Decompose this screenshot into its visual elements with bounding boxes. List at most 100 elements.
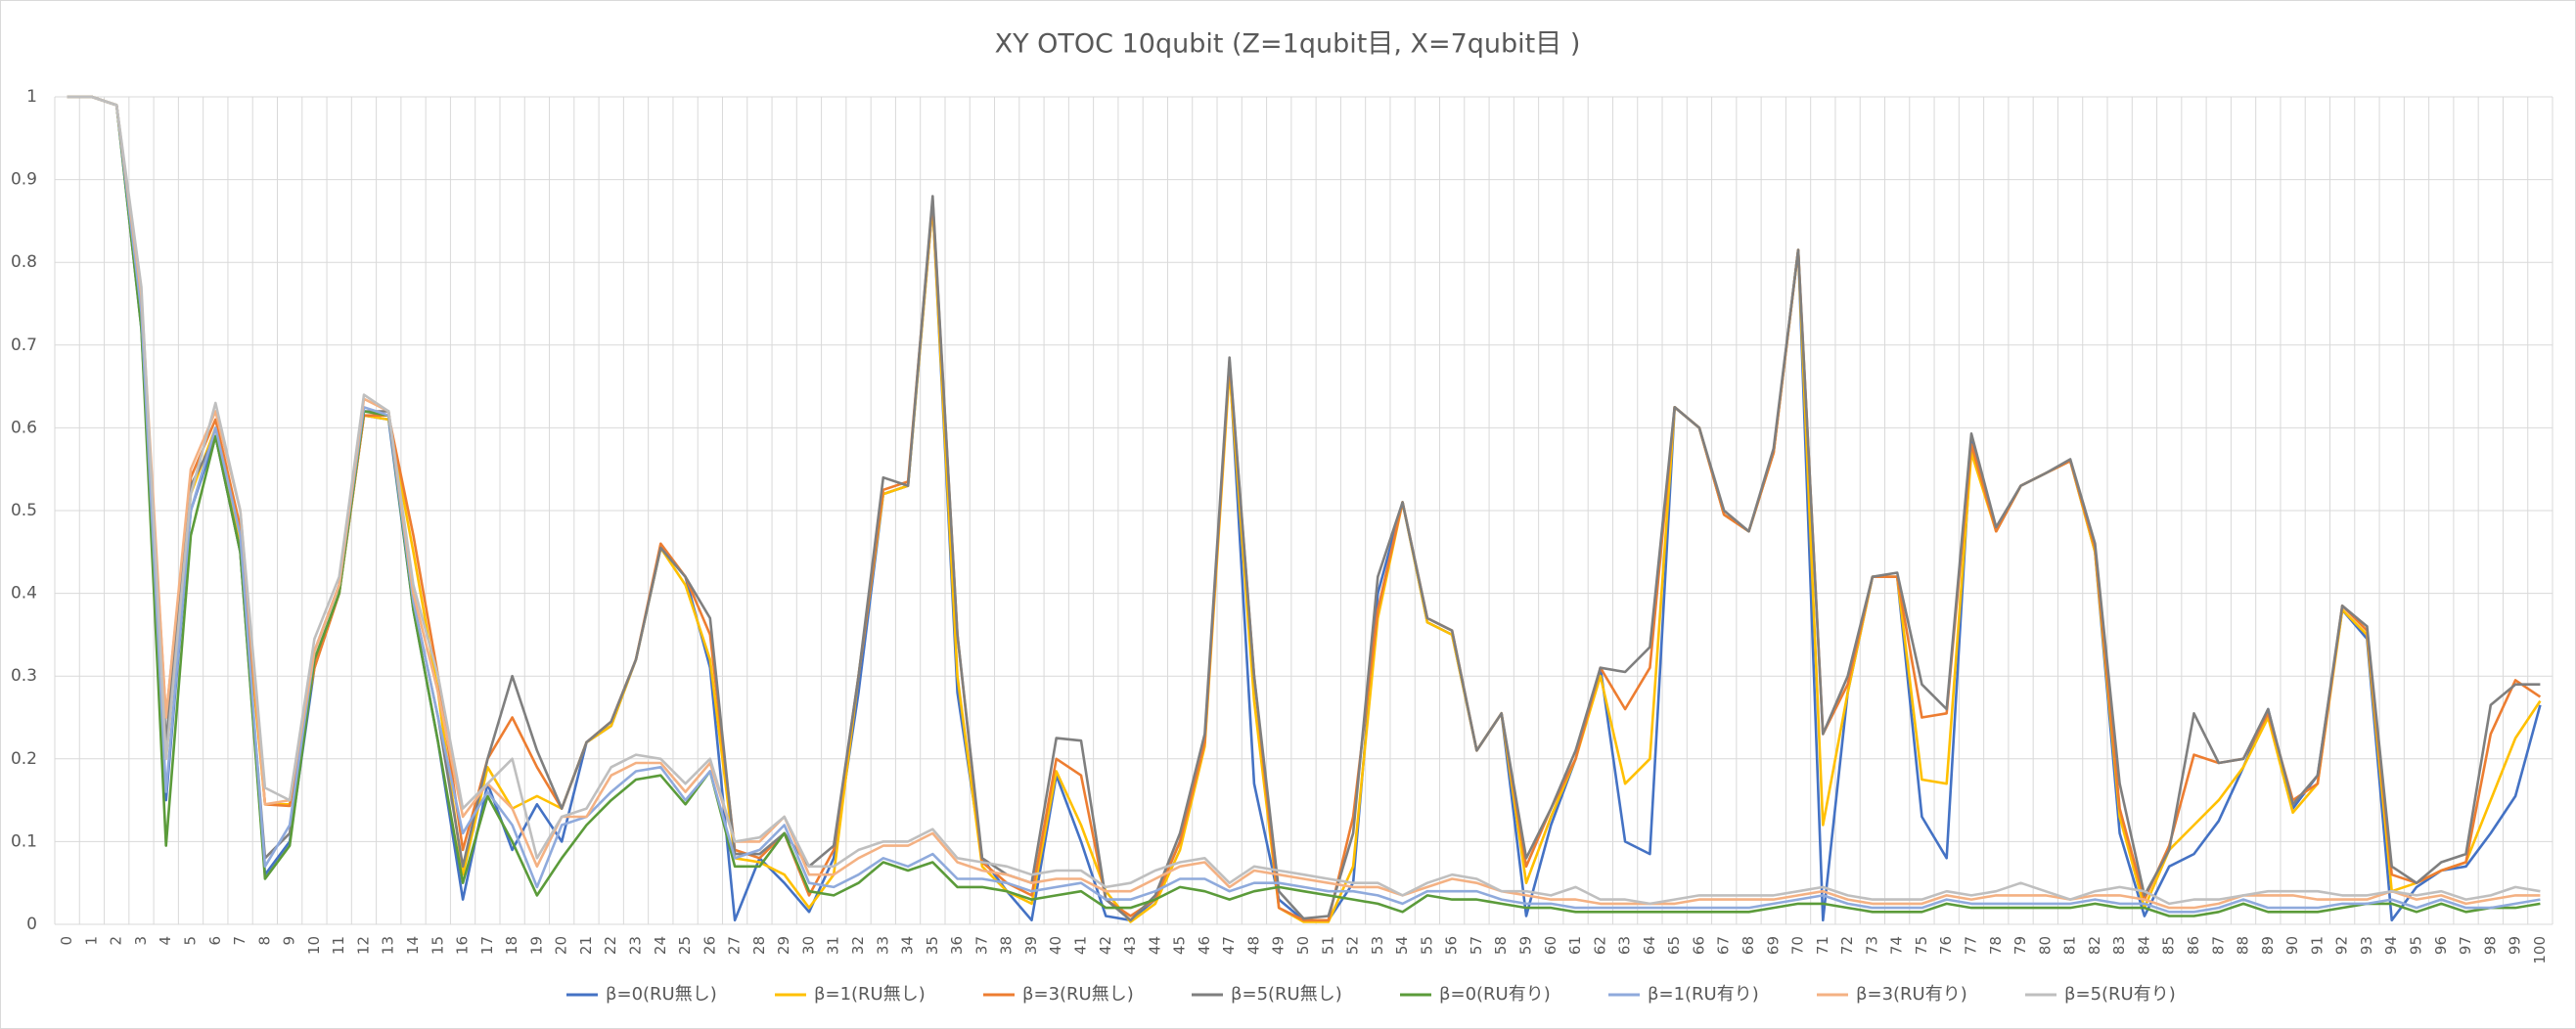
x-tick-label: 32	[849, 936, 867, 955]
x-tick-label: 100	[2531, 936, 2549, 964]
x-tick-label: 96	[2432, 936, 2450, 955]
x-tick-label: 1	[82, 936, 100, 946]
x-tick-label: 51	[1319, 936, 1336, 955]
y-tick-label: 0.5	[11, 501, 37, 520]
x-tick-label: 93	[2358, 936, 2375, 955]
x-tick-label: 65	[1665, 936, 1683, 955]
y-tick-label: 0.4	[11, 584, 37, 604]
x-tick-label: 23	[627, 936, 645, 955]
x-tick-label: 48	[1244, 936, 1262, 955]
x-tick-label: 91	[2308, 936, 2326, 955]
x-tick-label: 80	[2036, 936, 2054, 955]
x-tick-label: 39	[1022, 936, 1040, 955]
x-tick-label: 70	[1789, 936, 1807, 955]
x-tick-label: 9	[281, 936, 298, 946]
x-tick-label: 5	[182, 936, 200, 946]
x-tick-label: 17	[478, 936, 496, 955]
x-tick-label: 79	[2011, 936, 2029, 955]
x-tick-label: 35	[924, 936, 941, 955]
series-line	[67, 95, 2541, 917]
series-line	[67, 95, 2542, 923]
x-tick-label: 24	[652, 936, 669, 955]
x-tick-label: 27	[726, 936, 744, 955]
x-tick-label: 64	[1641, 936, 1658, 955]
x-tick-label: 44	[1146, 936, 1163, 955]
y-tick-label: 1	[26, 87, 37, 107]
x-tick-label: 36	[948, 936, 966, 955]
x-tick-label: 2	[108, 936, 125, 946]
legend-label: β=5(RU有り)	[2064, 984, 2176, 1005]
x-tick-label: 19	[527, 936, 545, 955]
legend-label: β=1(RU有り)	[1648, 984, 1759, 1005]
x-tick-label: 75	[1913, 936, 1930, 955]
x-tick-label: 15	[429, 936, 446, 955]
x-tick-label: 99	[2507, 936, 2524, 955]
x-tick-label: 28	[750, 936, 768, 955]
x-tick-label: 16	[454, 936, 472, 955]
x-tick-label: 50	[1294, 936, 1312, 955]
x-tick-label: 89	[2259, 936, 2277, 955]
series-line	[67, 95, 2541, 910]
x-tick-label: 83	[2110, 936, 2128, 955]
x-tick-label: 21	[577, 936, 595, 955]
x-tick-label: 88	[2235, 936, 2252, 955]
x-tick-label: 4	[157, 936, 174, 946]
y-tick-label: 0.2	[11, 749, 37, 769]
x-tick-label: 69	[1764, 936, 1782, 955]
x-tick-label: 7	[231, 936, 249, 946]
x-tick-label: 74	[1888, 936, 1906, 955]
x-tick-label: 14	[404, 936, 422, 955]
x-tick-label: 95	[2407, 936, 2424, 955]
y-tick-label: 0	[26, 915, 37, 934]
x-tick-label: 29	[775, 936, 792, 955]
x-tick-label: 20	[553, 936, 570, 955]
x-tick-label: 90	[2283, 936, 2301, 955]
x-tick-label: 63	[1616, 936, 1634, 955]
x-tick-label: 37	[972, 936, 990, 955]
legend-label: β=0(RU有り)	[1439, 984, 1551, 1005]
x-tick-label: 58	[1492, 936, 1510, 955]
x-tick-label: 18	[503, 936, 520, 955]
x-tick-label: 0	[58, 936, 75, 946]
x-tick-label: 60	[1542, 936, 1559, 955]
x-tick-label: 72	[1838, 936, 1856, 955]
legend-label: β=0(RU無し)	[606, 984, 717, 1005]
x-tick-label: 61	[1566, 936, 1584, 955]
x-tick-label: 41	[1072, 936, 1090, 955]
x-tick-label: 53	[1369, 936, 1386, 955]
x-tick-label: 45	[1171, 936, 1189, 955]
legend-label: β=5(RU無し)	[1231, 984, 1342, 1005]
x-tick-label: 56	[1443, 936, 1461, 955]
y-tick-label: 0.7	[11, 336, 37, 355]
x-tick-label: 67	[1715, 936, 1733, 955]
x-tick-label: 47	[1220, 936, 1238, 955]
x-tick-label: 85	[2160, 936, 2178, 955]
x-tick-label: 52	[1344, 936, 1362, 955]
x-tick-label: 38	[998, 936, 1016, 955]
series-line	[67, 95, 2541, 914]
x-tick-label: 77	[1962, 936, 1979, 955]
x-tick-label: 86	[2185, 936, 2202, 955]
x-tick-label: 78	[1987, 936, 2005, 955]
x-tick-label: 98	[2481, 936, 2499, 955]
x-tick-label: 22	[602, 936, 619, 955]
legend-label: β=3(RU有り)	[1856, 984, 1967, 1005]
x-tick-label: 33	[874, 936, 891, 955]
x-tick-label: 76	[1937, 936, 1955, 955]
x-tick-label: 12	[354, 936, 372, 955]
x-tick-label: 46	[1196, 936, 1213, 955]
series-line	[67, 95, 2541, 906]
x-tick-label: 66	[1690, 936, 1707, 955]
x-tick-label: 3	[132, 936, 150, 946]
x-tick-label: 31	[825, 936, 842, 955]
x-tick-label: 8	[255, 936, 273, 946]
legend-label: β=3(RU無し)	[1022, 984, 1134, 1005]
x-tick-label: 84	[2135, 936, 2152, 955]
x-tick-label: 87	[2209, 936, 2227, 955]
x-tick-label: 26	[700, 936, 718, 955]
y-tick-label: 0.6	[11, 418, 37, 437]
x-tick-label: 54	[1393, 936, 1411, 955]
